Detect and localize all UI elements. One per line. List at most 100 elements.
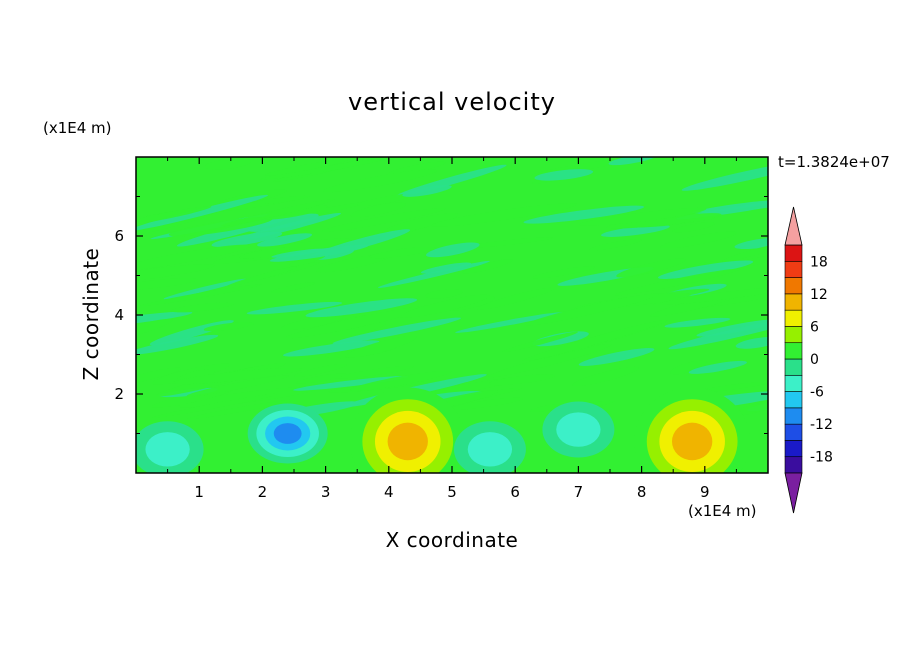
wave-band xyxy=(345,335,417,358)
x-tick-label: 2 xyxy=(258,483,268,501)
wave-band xyxy=(350,202,407,218)
wave-band xyxy=(578,348,655,366)
wave-band xyxy=(735,337,768,349)
wave-band xyxy=(424,288,463,299)
wave-band xyxy=(606,213,722,229)
y-axis: 2 4 6 xyxy=(114,196,768,434)
wave-band xyxy=(489,374,556,386)
wave-band xyxy=(203,322,255,332)
x-tick-label: 8 xyxy=(637,483,647,501)
wave-band xyxy=(172,367,303,385)
colorbar-bin xyxy=(784,309,803,327)
wave-band xyxy=(488,343,612,378)
contour-level xyxy=(467,432,513,467)
wave-band xyxy=(315,253,391,273)
wave-band xyxy=(455,312,563,333)
wave-band xyxy=(652,287,768,306)
x-axis-label: X coordinate xyxy=(385,528,519,552)
wave-band xyxy=(136,277,199,291)
colorbar-over-triangle xyxy=(784,206,803,246)
wave-band xyxy=(280,314,344,331)
convective-cells xyxy=(136,387,751,473)
colorbar-tick-label: -6 xyxy=(810,385,824,401)
wave-band xyxy=(523,205,645,224)
colorbar-bin xyxy=(784,244,803,262)
wave-band xyxy=(400,294,490,318)
wave-band xyxy=(501,331,579,353)
colorbar-tick-label: -12 xyxy=(810,417,833,433)
wave-band xyxy=(664,317,731,328)
wave-band xyxy=(600,224,670,237)
wave-band xyxy=(462,259,513,274)
y-scale-label: (x1E4 m) xyxy=(43,119,112,137)
contour-level xyxy=(273,423,302,444)
contour-level xyxy=(671,422,713,461)
downdraft-cell xyxy=(247,403,328,464)
wave-band xyxy=(186,375,290,397)
wave-band xyxy=(357,193,415,207)
wave-band xyxy=(136,318,173,342)
contour-level xyxy=(556,412,601,447)
wave-band xyxy=(264,158,352,176)
wave-band xyxy=(476,287,555,310)
wave-band xyxy=(387,161,446,176)
colorbar-bin xyxy=(784,423,803,441)
wave-band xyxy=(608,157,659,166)
wave-band xyxy=(136,264,215,284)
downdraft-cell xyxy=(136,421,204,473)
wave-band xyxy=(175,386,320,408)
colorbar-tick-label: 6 xyxy=(810,319,819,335)
wave-band xyxy=(331,320,387,337)
time-label: t=1.3824e+07 xyxy=(778,153,890,171)
colorbar-tick-label: 0 xyxy=(810,352,819,368)
wave-band xyxy=(226,266,298,287)
wave-band xyxy=(295,373,347,384)
wave-band xyxy=(694,281,768,308)
wave-band xyxy=(384,212,459,234)
wave-band xyxy=(681,160,768,191)
wave-band xyxy=(420,262,472,274)
y-axis-label: Z coordinate xyxy=(79,247,103,381)
wave-band xyxy=(151,393,278,419)
chart-title: vertical velocity xyxy=(348,88,556,116)
x-scale-label: (x1E4 m) xyxy=(688,502,757,520)
wave-band xyxy=(136,311,193,327)
colorbar-bin xyxy=(784,456,803,474)
wave-band xyxy=(529,403,570,413)
wave-band xyxy=(616,258,686,278)
y-tick-label: 2 xyxy=(114,385,124,403)
wave-band xyxy=(614,268,741,296)
wave-band xyxy=(136,367,182,387)
wave-band xyxy=(136,206,212,226)
wave-band xyxy=(246,301,343,315)
wave-band xyxy=(269,244,369,262)
y-tick-label: 6 xyxy=(114,227,124,245)
wave-band xyxy=(285,305,432,339)
updraft-cell xyxy=(634,387,751,473)
wave-band xyxy=(261,204,328,220)
colorbar: -18 -12 -6 0 6 12 18 xyxy=(784,206,833,514)
contour-level xyxy=(145,432,190,467)
wave-band xyxy=(734,237,768,250)
wave-band xyxy=(170,302,234,313)
colorbar-bin xyxy=(784,326,803,344)
wave-band xyxy=(459,237,554,249)
wave-band xyxy=(252,195,310,205)
wave-band xyxy=(431,203,578,227)
x-tick-label: 5 xyxy=(447,483,457,501)
colorbar-bin xyxy=(784,391,803,409)
colorbar-tick-label: 12 xyxy=(810,287,828,303)
updraft-cell xyxy=(349,387,466,473)
wave-band xyxy=(320,207,446,233)
x-tick-label: 6 xyxy=(510,483,520,501)
wave-band xyxy=(378,260,490,288)
wave-band xyxy=(221,198,335,227)
contour-plot-area xyxy=(136,157,768,473)
wave-band xyxy=(305,298,418,318)
contour-level xyxy=(387,422,428,461)
colorbar-bin xyxy=(784,277,803,295)
wave-band xyxy=(163,278,247,300)
colorbar-under-triangle xyxy=(784,472,803,514)
wave-band xyxy=(722,243,768,262)
